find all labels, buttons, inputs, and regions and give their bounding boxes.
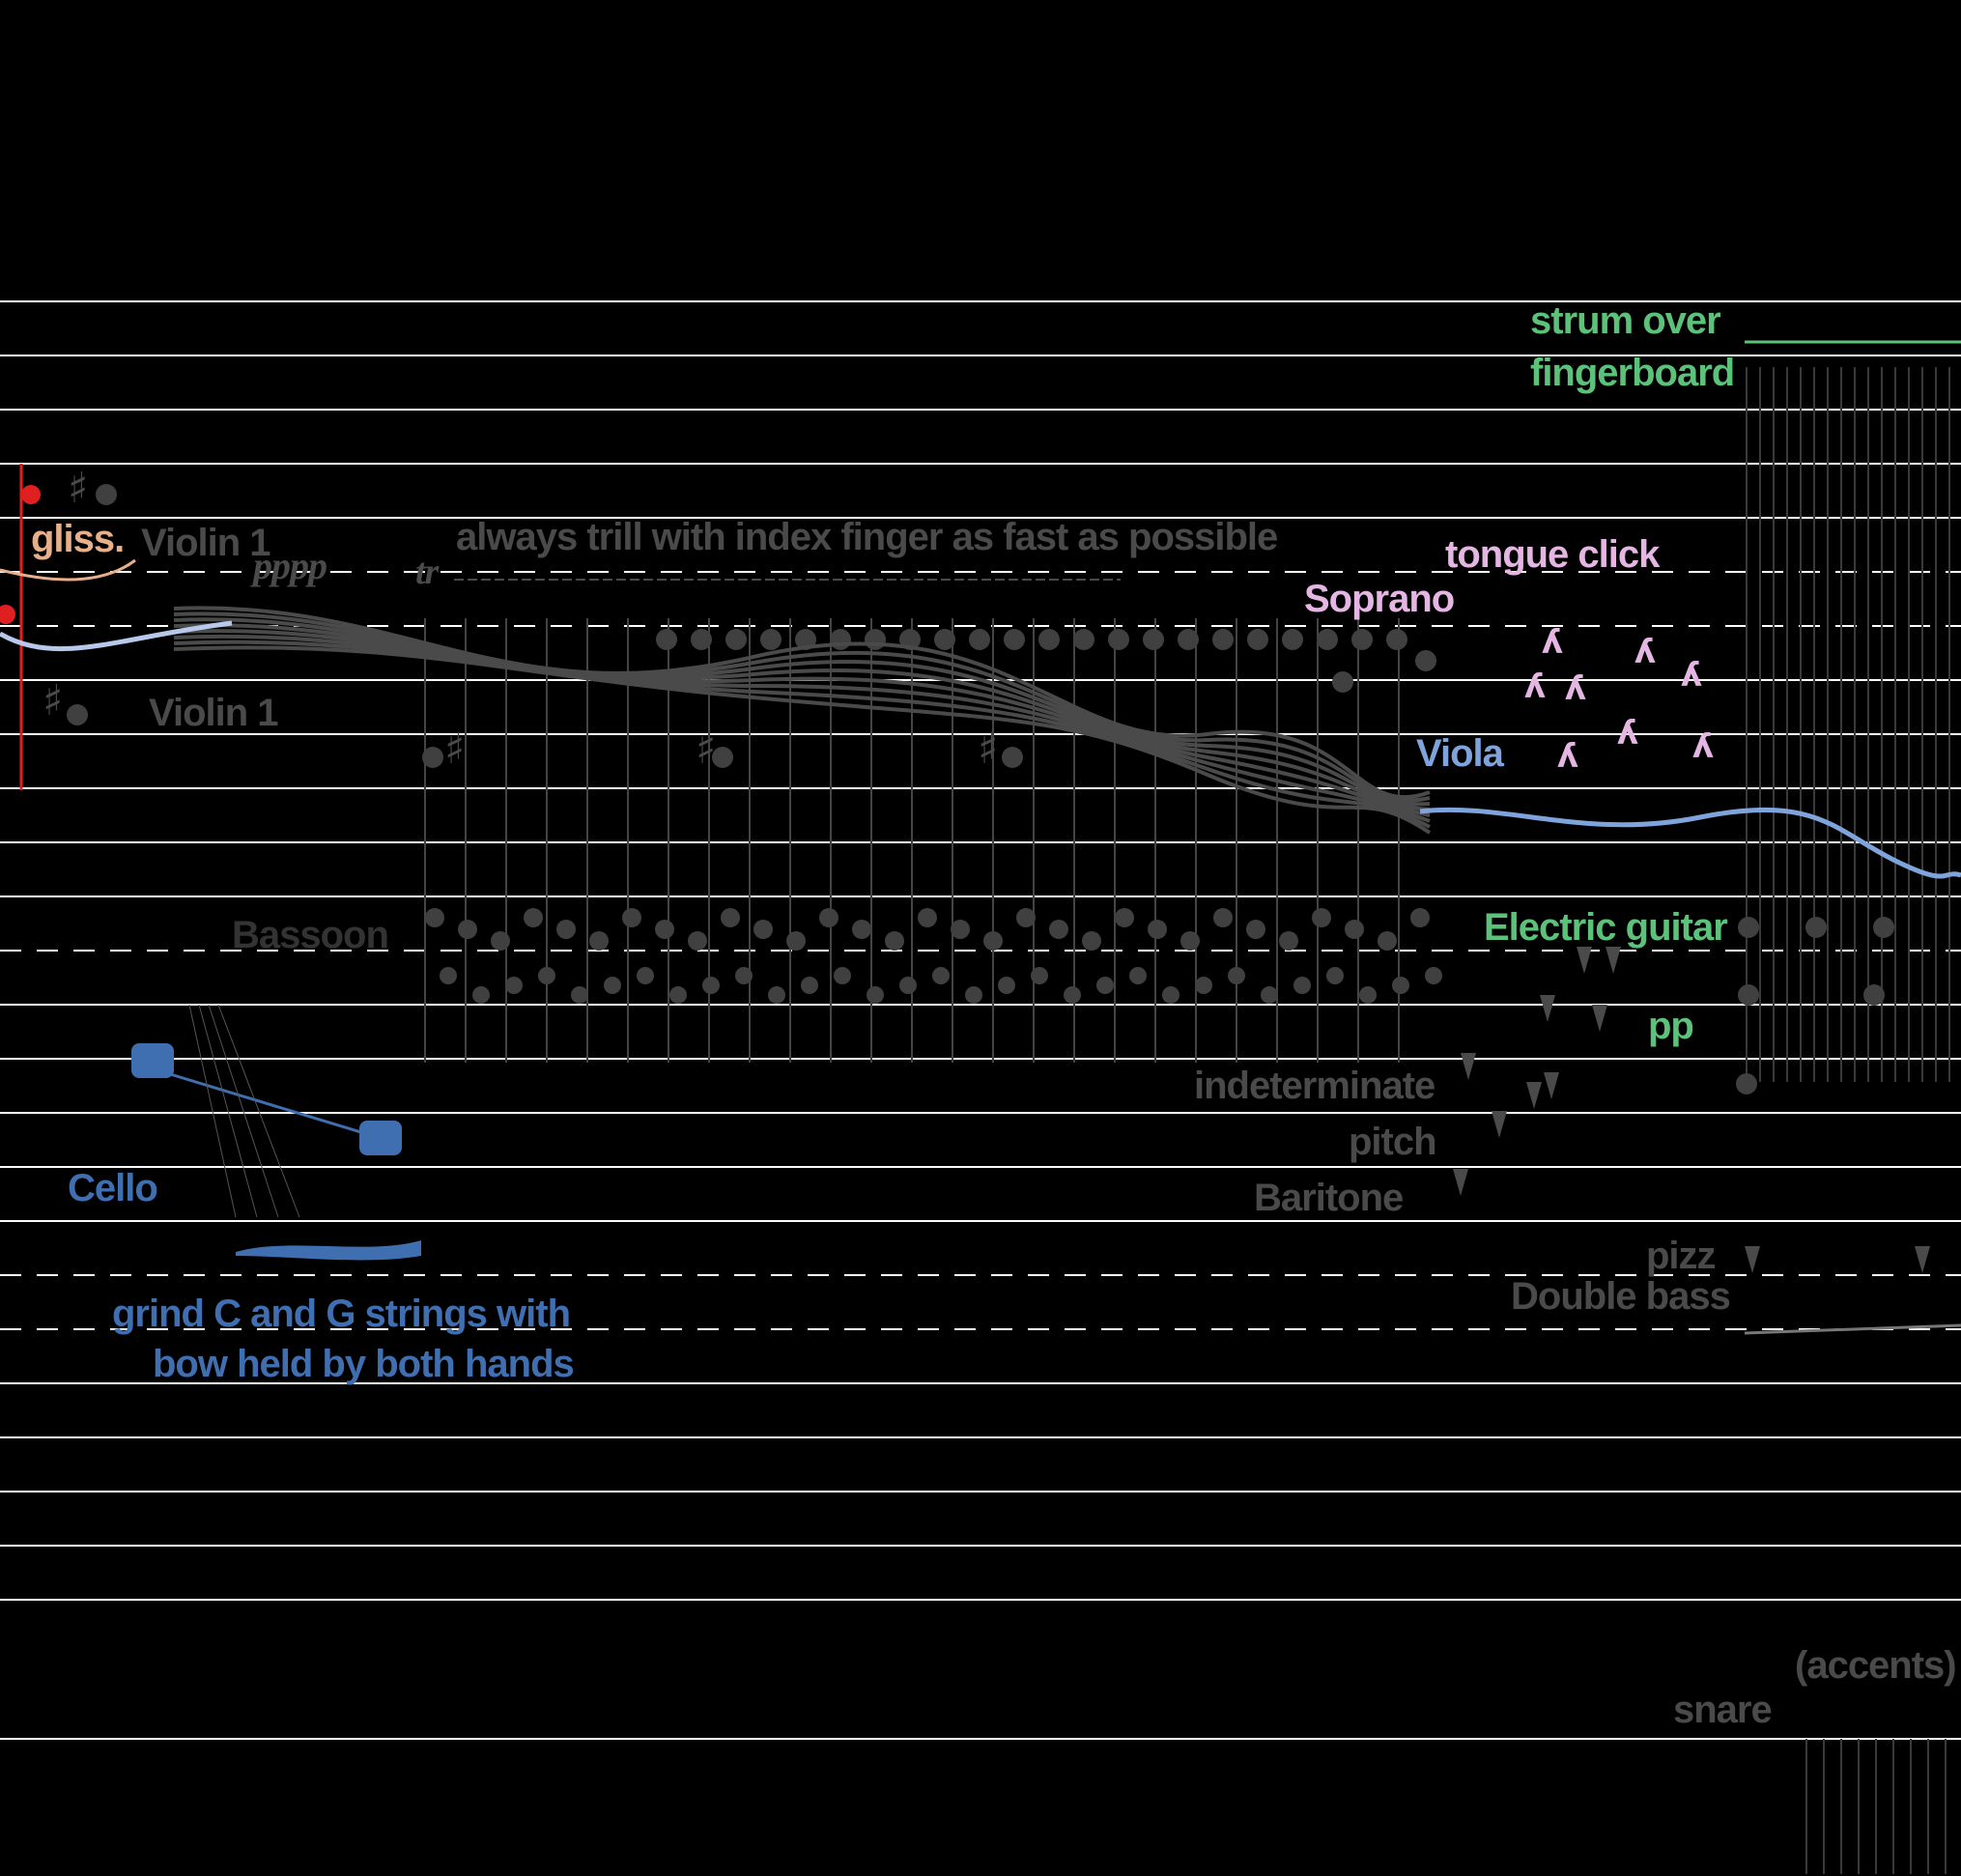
bassoon-label: Bassoon: [232, 914, 389, 956]
note-stems: [19, 367, 1950, 1874]
pitch-label: pitch: [1349, 1121, 1437, 1163]
note-heads: [0, 484, 1894, 1094]
staff-lines: [0, 300, 1961, 1740]
svg-text:ʎ: ʎ: [1524, 668, 1546, 706]
svg-text:ʎ: ʎ: [1617, 714, 1638, 753]
double-bass-label: Double bass: [1511, 1275, 1731, 1318]
decorations: ʎ ʎʎʎ ʎʎ ʎʎ♯♯♯ ♯ ♯: [43, 464, 1930, 1273]
violin1-bottom-label: Violin 1: [149, 692, 279, 734]
viola-label: Viola: [1416, 732, 1504, 775]
svg-text:♯: ♯: [43, 676, 63, 725]
svg-text:ʎ: ʎ: [1681, 656, 1702, 695]
svg-text:ʎ: ʎ: [1565, 669, 1586, 708]
strum-label-line1: strum over: [1530, 299, 1721, 342]
accents-label: (accents): [1795, 1644, 1957, 1687]
svg-text:♯: ♯: [444, 725, 465, 774]
svg-text:ʎ: ʎ: [1557, 737, 1578, 776]
cello-instruction-line1: grind C and G strings with: [112, 1293, 571, 1335]
svg-text:♯: ♯: [696, 725, 716, 774]
cello-instruction-line2: bow held by both hands: [153, 1343, 575, 1385]
svg-text:ʎ: ʎ: [1542, 623, 1563, 662]
trill-instruction: always trill with index finger as fast a…: [456, 516, 1278, 558]
svg-text:♯: ♯: [68, 464, 88, 513]
soprano-label: Soprano: [1304, 578, 1455, 620]
svg-text:ʎ: ʎ: [1634, 633, 1656, 671]
pppp-dynamic: pppp: [253, 544, 327, 587]
strum-label-line2: fingerboard: [1530, 352, 1735, 394]
svg-text:♯: ♯: [978, 725, 998, 774]
gesture-ribbons: [0, 340, 1961, 1335]
electric-guitar-label: Electric guitar: [1484, 906, 1728, 949]
svg-text:ʎ: ʎ: [1692, 727, 1714, 766]
violin1-top-label: Violin 1: [141, 522, 271, 564]
baritone-label: Baritone: [1254, 1177, 1404, 1219]
indeterminate-label: indeterminate: [1194, 1065, 1435, 1107]
cello-label: Cello: [68, 1167, 158, 1209]
trill-mark: tr: [415, 552, 439, 592]
snare-label: snare: [1673, 1689, 1773, 1731]
pp-dynamic: pp: [1648, 1005, 1694, 1047]
pizz-label: pizz: [1646, 1235, 1717, 1277]
tongue-click-label: tongue click: [1445, 533, 1660, 576]
gliss-label: gliss.: [31, 518, 125, 560]
